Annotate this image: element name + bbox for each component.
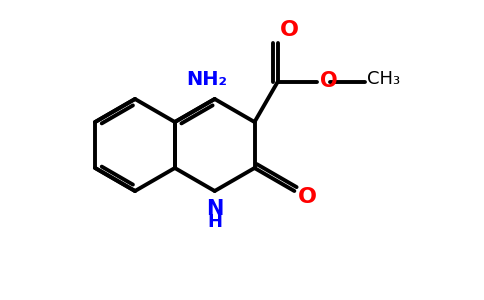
Text: NH₂: NH₂ xyxy=(186,70,227,89)
Text: O: O xyxy=(319,71,337,91)
Text: O: O xyxy=(280,20,299,40)
Text: CH₃: CH₃ xyxy=(367,70,400,88)
Text: N: N xyxy=(206,199,223,219)
Text: H: H xyxy=(207,213,222,231)
Text: O: O xyxy=(298,187,318,207)
